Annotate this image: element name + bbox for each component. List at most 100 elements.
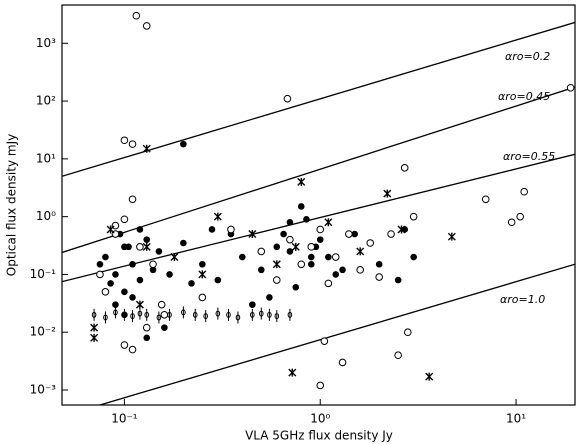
point xyxy=(283,94,292,103)
point xyxy=(273,243,281,251)
point xyxy=(297,177,306,186)
point xyxy=(366,239,375,247)
limit-point xyxy=(274,310,280,323)
limit-point xyxy=(156,311,162,324)
point xyxy=(288,368,297,377)
point xyxy=(155,248,163,255)
point xyxy=(128,140,137,148)
alpha-line xyxy=(62,21,575,177)
y-tick-label: 10⁻² xyxy=(30,325,57,339)
point xyxy=(403,328,412,337)
point xyxy=(142,323,151,332)
point xyxy=(120,215,129,224)
point xyxy=(199,260,206,268)
point xyxy=(481,195,490,204)
alpha-label: αro=0.2 xyxy=(505,50,550,63)
point xyxy=(320,337,329,345)
point xyxy=(239,253,246,261)
point xyxy=(257,266,265,274)
point xyxy=(257,247,266,256)
point xyxy=(208,226,216,233)
limit-point xyxy=(226,308,231,321)
y-tick-label: 10³ xyxy=(36,36,56,50)
point xyxy=(447,232,456,241)
point xyxy=(143,236,151,243)
limit-point xyxy=(203,310,208,323)
point xyxy=(338,358,347,367)
point xyxy=(356,247,365,256)
point xyxy=(160,311,169,319)
point xyxy=(214,276,222,284)
alpha-line xyxy=(99,263,575,405)
point xyxy=(345,230,353,238)
point xyxy=(180,239,187,247)
limit-point xyxy=(235,311,241,324)
point xyxy=(316,236,324,243)
point xyxy=(111,221,120,230)
point xyxy=(213,212,222,221)
point xyxy=(356,266,365,274)
point xyxy=(180,140,187,148)
x-tick-label: 10⁻¹ xyxy=(111,412,138,426)
alpha-label: αro=1.0 xyxy=(500,293,545,306)
point xyxy=(272,260,281,269)
point xyxy=(507,218,516,227)
point xyxy=(394,276,402,284)
point xyxy=(286,248,294,255)
point xyxy=(400,164,409,172)
point xyxy=(132,11,141,20)
point xyxy=(286,235,294,244)
limit-point xyxy=(144,308,150,321)
point xyxy=(121,288,128,296)
point xyxy=(128,345,137,354)
point xyxy=(409,212,418,221)
point xyxy=(112,271,119,278)
point xyxy=(128,195,137,204)
point xyxy=(307,253,315,261)
point xyxy=(157,300,166,309)
alpha-line xyxy=(62,153,575,283)
point xyxy=(332,271,340,278)
point xyxy=(351,230,359,238)
point xyxy=(149,266,157,274)
point xyxy=(142,144,151,153)
limit-point xyxy=(215,307,221,320)
point xyxy=(96,260,104,268)
point xyxy=(324,218,333,227)
y-tick-label: 10⁻¹ xyxy=(30,267,57,281)
point xyxy=(142,242,151,251)
point xyxy=(397,225,406,234)
point xyxy=(316,225,325,234)
point xyxy=(102,253,109,261)
point xyxy=(135,300,144,309)
point xyxy=(297,203,305,210)
point xyxy=(292,283,300,291)
point xyxy=(307,260,315,268)
point xyxy=(96,270,104,279)
alpha-line xyxy=(62,86,575,254)
point xyxy=(198,293,207,302)
limit-point xyxy=(91,308,97,321)
point xyxy=(149,260,157,269)
point xyxy=(136,226,144,233)
alpha-label: αro=0.55 xyxy=(503,150,555,163)
limit-point xyxy=(287,308,293,321)
point xyxy=(375,260,383,268)
point xyxy=(101,288,110,296)
point xyxy=(227,225,235,234)
point xyxy=(286,218,294,226)
y-tick-label: 10⁻³ xyxy=(30,382,57,396)
point xyxy=(520,187,528,196)
point xyxy=(303,215,310,223)
x-tick-label: 10¹ xyxy=(506,412,526,426)
point xyxy=(166,271,173,278)
point xyxy=(272,276,281,284)
limit-point xyxy=(122,308,127,321)
point xyxy=(248,230,257,239)
point xyxy=(129,294,136,301)
y-tick-label: 10¹ xyxy=(36,151,56,165)
point xyxy=(142,22,151,30)
y-axis-label: Optical flux density mJy xyxy=(5,134,19,276)
limit-point xyxy=(167,308,172,321)
point xyxy=(387,230,395,238)
